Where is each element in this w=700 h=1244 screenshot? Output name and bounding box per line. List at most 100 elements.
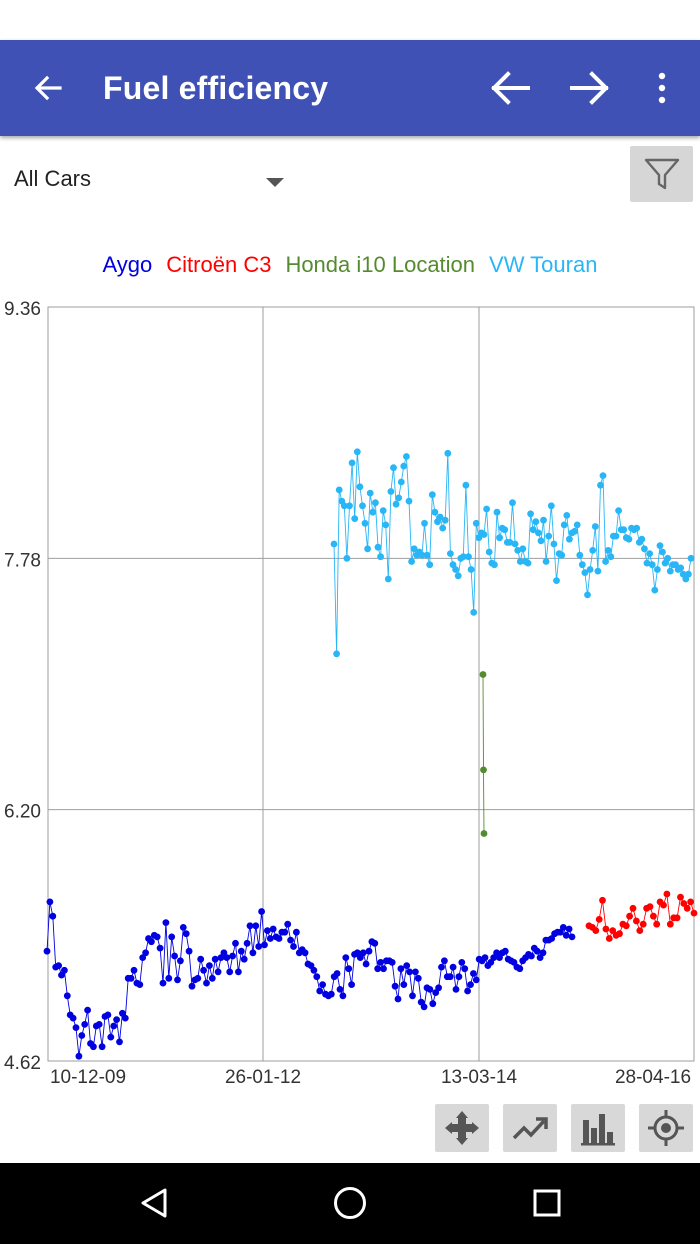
- data-point: [514, 547, 522, 554]
- target-button[interactable]: [639, 1104, 693, 1152]
- data-point: [392, 500, 400, 508]
- back-triangle-icon[interactable]: [124, 1175, 184, 1231]
- pan-button[interactable]: [435, 1104, 489, 1152]
- legend-item-vw-touran: VW Touran: [489, 252, 598, 277]
- data-point: [568, 933, 576, 941]
- data-point: [364, 545, 371, 553]
- data-point: [171, 952, 179, 960]
- car-select-value: All Cars: [14, 166, 92, 191]
- data-point: [316, 987, 324, 995]
- data-point: [483, 505, 490, 513]
- data-point: [633, 917, 640, 925]
- data-point: [408, 558, 415, 565]
- data-point: [391, 982, 399, 990]
- data-point: [113, 1016, 120, 1023]
- data-point: [211, 955, 219, 963]
- data-point: [576, 551, 584, 559]
- data-point: [214, 968, 222, 976]
- data-point: [380, 965, 387, 973]
- home-circle-icon[interactable]: [320, 1175, 380, 1231]
- data-point: [666, 567, 674, 575]
- data-point: [687, 554, 695, 562]
- app-bar: Fuel efficiency: [0, 40, 700, 136]
- data-point: [571, 527, 578, 535]
- data-point: [351, 515, 359, 522]
- data-point: [641, 545, 648, 553]
- more-vert-icon[interactable]: [642, 62, 682, 114]
- filter-row: All Cars: [0, 144, 700, 214]
- x-tick-label: 26-01-12: [225, 1067, 301, 1088]
- car-select[interactable]: All Cars: [0, 150, 300, 206]
- data-point: [592, 927, 600, 934]
- data-point: [639, 920, 647, 928]
- data-point: [452, 566, 459, 573]
- status-bar: [0, 0, 700, 40]
- data-point: [423, 551, 431, 559]
- data-point: [656, 542, 664, 549]
- data-point: [643, 559, 651, 567]
- legend-item-honda-i10: Honda i10 Location: [285, 252, 476, 277]
- trend-icon: [512, 1117, 548, 1140]
- trend-button[interactable]: [503, 1104, 557, 1152]
- fuel-efficiency-chart[interactable]: 9.36 7.78 6.20 4.62 10-12-09 26-01-12 13-03-14…: [0, 290, 700, 1100]
- recents-square-icon[interactable]: [517, 1175, 577, 1231]
- arrow-left-icon[interactable]: [484, 62, 536, 114]
- data-point: [156, 944, 164, 952]
- data-point: [609, 927, 617, 934]
- data-point: [266, 935, 274, 942]
- data-point: [168, 933, 176, 941]
- data-point: [414, 974, 422, 982]
- chevron-down-icon: [266, 178, 284, 187]
- legend-item-citroen-c3: Citroën C3: [166, 252, 272, 277]
- data-point: [519, 545, 527, 553]
- data-point: [562, 931, 570, 939]
- data-point: [589, 547, 597, 554]
- data-point: [203, 979, 210, 987]
- data-point: [449, 963, 457, 971]
- data-point: [397, 965, 405, 973]
- data-point: [55, 962, 62, 969]
- data-point: [237, 947, 245, 955]
- data-point: [602, 925, 610, 933]
- data-point: [116, 1038, 123, 1046]
- data-point: [69, 1014, 77, 1022]
- data-point: [177, 957, 184, 965]
- data-point: [388, 959, 396, 966]
- data-point: [633, 524, 641, 532]
- data-point: [142, 949, 150, 957]
- data-point: [179, 924, 187, 931]
- data-point: [660, 901, 667, 909]
- target-icon: [648, 1110, 684, 1146]
- arrow-back-icon[interactable]: [22, 62, 74, 114]
- data-point: [547, 502, 555, 510]
- data-point: [333, 970, 341, 977]
- data-point: [339, 992, 347, 1000]
- legend-item-aygo: Aygo: [102, 252, 153, 277]
- data-point: [384, 575, 392, 583]
- data-point: [441, 516, 449, 524]
- data-point: [444, 449, 452, 457]
- data-point: [235, 968, 242, 976]
- data-point: [683, 904, 691, 912]
- data-point: [403, 453, 410, 460]
- data-point: [563, 512, 571, 519]
- data-point: [455, 973, 463, 981]
- data-point: [677, 564, 685, 572]
- data-point: [61, 966, 68, 974]
- data-point: [426, 986, 434, 993]
- data-point: [438, 963, 445, 971]
- data-point: [301, 949, 309, 957]
- bar-chart-button[interactable]: [571, 1104, 625, 1152]
- data-point: [290, 943, 297, 950]
- data-point: [188, 982, 196, 990]
- y-tick-label: 9.36: [4, 299, 41, 320]
- data-point: [586, 566, 594, 573]
- data-point: [465, 553, 472, 561]
- data-point: [374, 965, 382, 973]
- data-point: [638, 535, 646, 543]
- data-point: [481, 954, 489, 961]
- filter-button[interactable]: [630, 146, 693, 202]
- data-point: [447, 550, 454, 557]
- data-point: [353, 448, 361, 456]
- arrow-right-icon[interactable]: [564, 62, 616, 114]
